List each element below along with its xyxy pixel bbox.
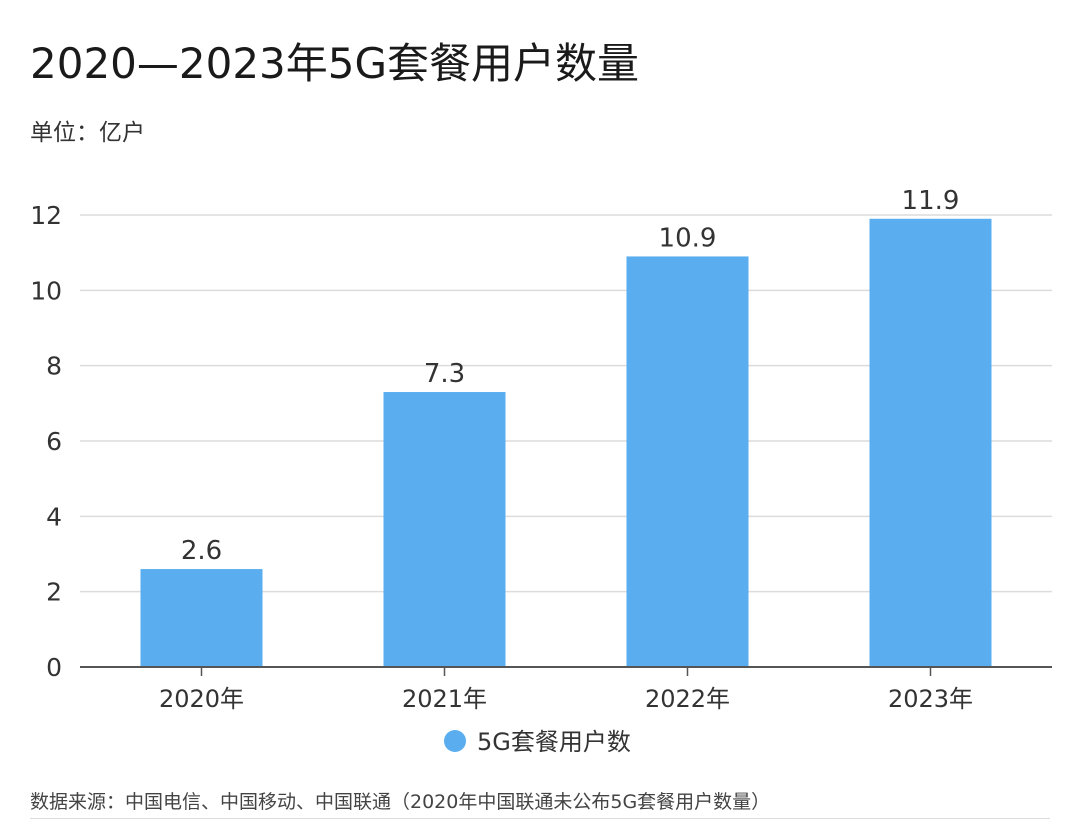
x-tick-label: 2021年 [402, 685, 487, 713]
legend-label: 5G套餐用户数 [477, 728, 631, 756]
x-tick-label: 2023年 [888, 685, 973, 713]
bar [626, 256, 749, 667]
unit-label: 单位：亿户 [30, 120, 145, 146]
bar [140, 569, 263, 667]
data-label: 11.9 [902, 186, 960, 216]
data-label: 2.6 [181, 536, 222, 566]
y-tick-label: 8 [46, 352, 62, 381]
y-tick-label: 6 [46, 427, 62, 456]
data-label: 10.9 [659, 223, 717, 253]
x-tick-label: 2022年 [645, 685, 730, 713]
data-label: 7.3 [424, 359, 465, 389]
bar-chart: 0 2 4 6 8 10 12 2.6 2020年 7.3 2021年 10.9 2022年 11.9 20… [30, 186, 1052, 756]
y-tick-label: 12 [30, 201, 62, 230]
legend-marker [444, 730, 466, 752]
bottom-divider [30, 818, 1050, 819]
y-tick-label: 10 [30, 276, 62, 305]
bar [869, 218, 992, 667]
bar [383, 392, 506, 667]
data-source-note: 数据来源：中国电信、中国移动、中国联通（2020年中国联通未公布5G套餐用户数量… [30, 791, 771, 813]
chart-title: 2020—2023年5G套餐用户数量 [30, 39, 640, 88]
y-tick-label: 0 [46, 653, 62, 682]
y-tick-label: 2 [46, 578, 62, 607]
x-tick-label: 2020年 [159, 685, 244, 713]
y-tick-label: 4 [46, 502, 62, 531]
